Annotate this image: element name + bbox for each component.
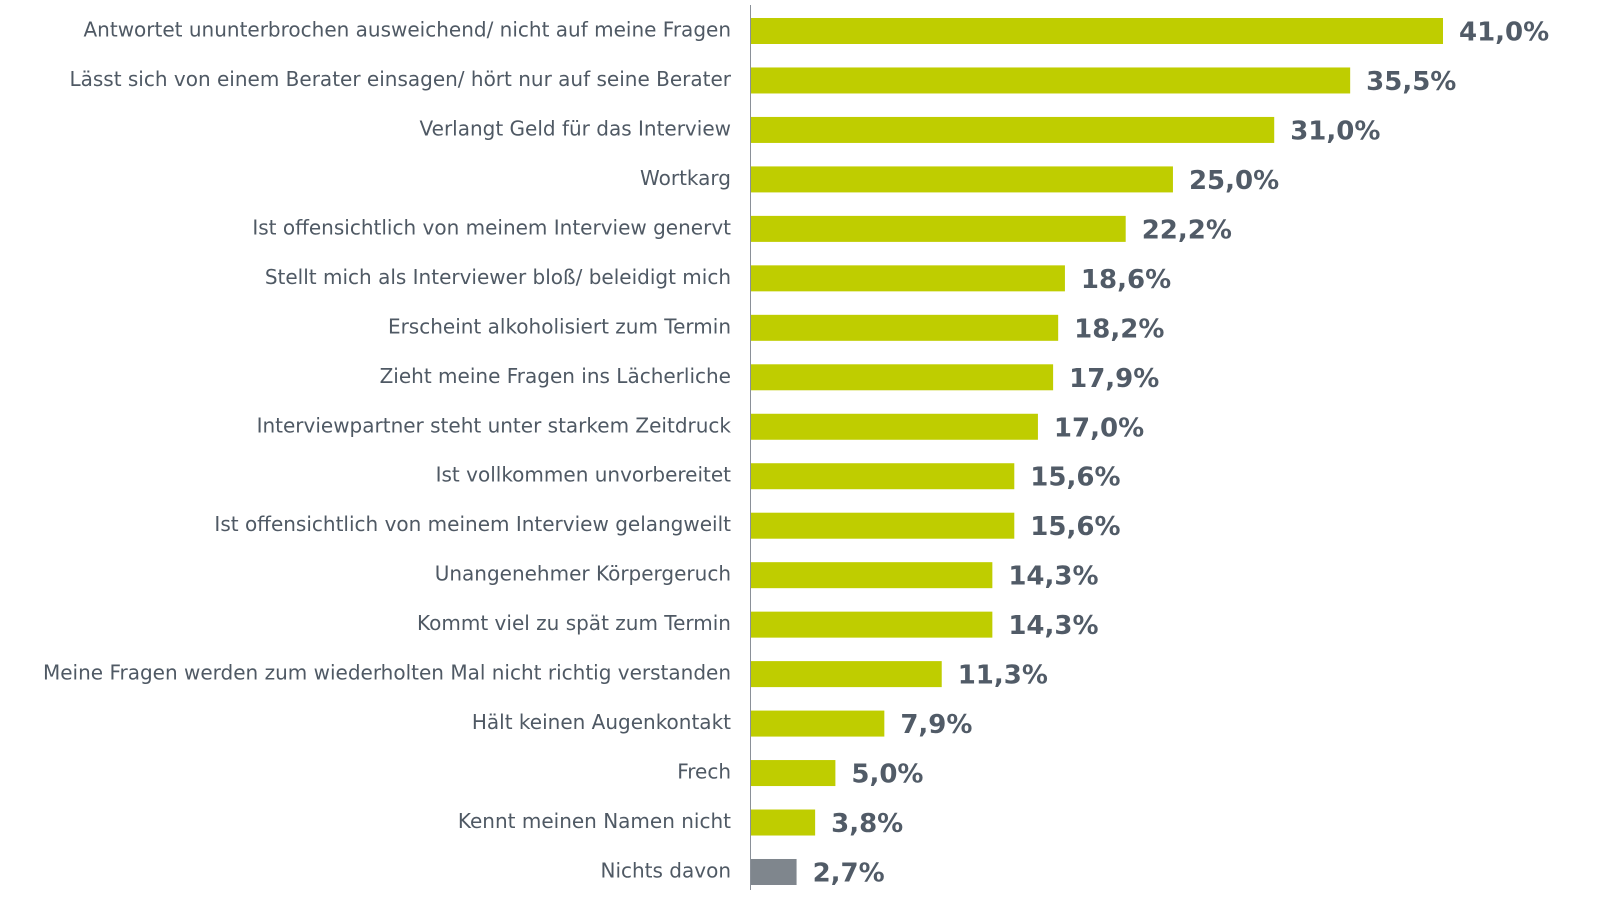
- category-label: Ist offensichtlich von meinem Interview …: [252, 215, 731, 239]
- category-label: Zieht meine Fragen ins Lächerliche: [380, 364, 731, 388]
- category-label: Verlangt Geld für das Interview: [420, 116, 731, 140]
- value-label: 35,5%: [1366, 67, 1456, 97]
- value-label: 31,0%: [1290, 116, 1380, 146]
- value-label: 41,0%: [1459, 18, 1549, 48]
- value-label: 7,9%: [900, 710, 972, 740]
- category-label: Kommt viel zu spät zum Termin: [417, 611, 731, 635]
- bar: [751, 18, 1443, 44]
- value-label: 2,7%: [813, 858, 885, 888]
- bar: [751, 661, 942, 688]
- bar: [751, 760, 836, 787]
- bar: [751, 562, 993, 589]
- bar: [751, 611, 993, 638]
- category-label: Erscheint alkoholisiert zum Termin: [388, 314, 731, 338]
- value-label: 18,2%: [1074, 314, 1164, 344]
- value-label: 17,0%: [1054, 413, 1144, 443]
- value-label: 18,6%: [1081, 265, 1171, 295]
- category-label: Kennt meinen Namen nicht: [458, 809, 731, 833]
- category-label: Antwortet ununterbrochen ausweichend/ ni…: [84, 18, 732, 42]
- category-label: Frech: [677, 760, 731, 784]
- category-label: Lässt sich von einem Berater einsagen/ h…: [69, 67, 731, 91]
- bar: [751, 512, 1015, 539]
- bar: [751, 858, 797, 885]
- category-label: Hält keinen Augenkontakt: [472, 710, 731, 734]
- category-label: Meine Fragen werden zum wiederholten Mal…: [43, 661, 731, 685]
- category-label: Unangenehmer Körpergeruch: [435, 562, 731, 586]
- bar: [751, 710, 885, 737]
- bar: [751, 116, 1275, 143]
- category-label: Nichts davon: [600, 858, 731, 882]
- value-label: 15,6%: [1030, 512, 1120, 542]
- value-label: 25,0%: [1189, 166, 1279, 196]
- value-label: 15,6%: [1030, 463, 1120, 493]
- bar: [751, 413, 1038, 440]
- value-label: 22,2%: [1142, 215, 1232, 245]
- value-label: 17,9%: [1069, 364, 1159, 394]
- value-label: 14,3%: [1008, 611, 1098, 641]
- value-label: 14,3%: [1008, 562, 1098, 592]
- bar: [751, 67, 1351, 94]
- value-label: 3,8%: [831, 809, 903, 839]
- bar: [751, 463, 1015, 490]
- bar: [751, 166, 1173, 193]
- category-label: Stellt mich als Interviewer bloß/ beleid…: [265, 265, 731, 289]
- category-label: Ist offensichtlich von meinem Interview …: [214, 512, 731, 536]
- bar: [751, 215, 1126, 242]
- bar: [751, 809, 816, 836]
- value-label: 11,3%: [958, 661, 1048, 691]
- category-label: Ist vollkommen unvorbereitet: [436, 463, 732, 487]
- value-label: 5,0%: [851, 760, 923, 790]
- category-label: Interviewpartner steht unter starkem Zei…: [257, 413, 732, 437]
- bar: [751, 314, 1059, 341]
- category-label: Wortkarg: [640, 166, 731, 190]
- bar: [751, 364, 1054, 391]
- bar: [751, 265, 1065, 292]
